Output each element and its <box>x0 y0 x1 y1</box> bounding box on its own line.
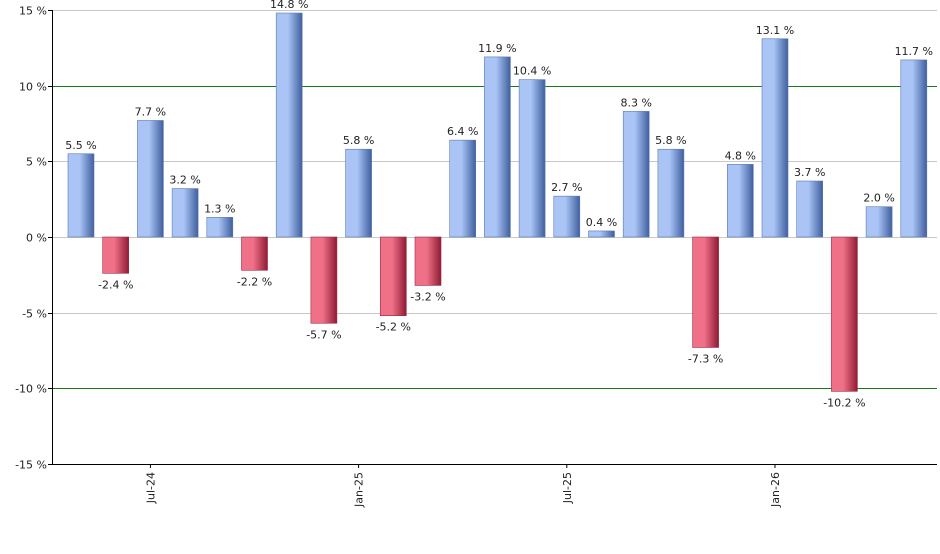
x-tick-label: Jul-25 <box>561 472 574 504</box>
bar-value-label: 2.0 % <box>863 192 894 205</box>
bar <box>900 59 928 238</box>
bar <box>484 56 511 238</box>
bar <box>657 148 685 238</box>
bar-value-label: 0.4 % <box>586 216 617 229</box>
bar <box>414 236 442 286</box>
bar <box>588 230 615 238</box>
bar-value-label: 6.4 % <box>447 125 478 138</box>
bars <box>67 12 928 392</box>
bar <box>692 236 719 348</box>
bar <box>449 139 477 238</box>
bar-value-label: -7.3 % <box>688 352 723 365</box>
y-tick-label: 5 % <box>26 156 47 169</box>
bar-value-label: 3.2 % <box>169 174 200 187</box>
bar-value-label: 2.7 % <box>551 181 582 194</box>
bar-value-label: 5.5 % <box>65 139 96 152</box>
y-tick-label: 15 % <box>19 5 47 18</box>
bar <box>345 148 372 238</box>
data-labels: 5.5 % -2.4 % 7.7 % 3.2 % 1.3 % -2.2 % 14.8 % -5… <box>65 0 933 409</box>
bar-value-label: -5.7 % <box>306 328 341 341</box>
bar <box>553 195 581 238</box>
bar-value-label: 5.8 % <box>343 134 374 147</box>
bar <box>796 180 824 238</box>
bar-value-label: 11.9 % <box>478 42 516 55</box>
y-tick-label: -5 % <box>22 308 47 321</box>
bar <box>831 236 858 392</box>
bar <box>379 236 407 316</box>
bar <box>241 236 268 271</box>
bar <box>761 38 789 238</box>
bar <box>137 120 164 238</box>
bar <box>518 79 546 238</box>
bar-value-label: 14.8 % <box>270 0 308 11</box>
y-tick-label: -10 % <box>15 383 47 396</box>
bar <box>275 12 303 238</box>
x-tick-label: Jan-25 <box>353 472 366 508</box>
x-tick-label: Jul-24 <box>144 472 157 504</box>
bar <box>102 236 129 274</box>
bar-value-label: -2.4 % <box>98 278 133 291</box>
bar-value-label: 1.3 % <box>204 202 235 215</box>
bar-value-label: -10.2 % <box>823 396 865 409</box>
bar-value-label: 5.8 % <box>655 134 686 147</box>
bar-value-label: 11.7 % <box>895 45 933 58</box>
bar <box>622 111 650 238</box>
bar <box>865 206 893 238</box>
bar <box>67 153 95 238</box>
bar-value-label: 13.1 % <box>756 24 794 37</box>
bar-value-label: -5.2 % <box>376 321 411 334</box>
bar-value-label: 7.7 % <box>135 105 166 118</box>
bar-value-label: 4.8 % <box>725 149 756 162</box>
bar <box>310 236 338 324</box>
bar-value-label: 8.3 % <box>620 96 651 109</box>
bar-value-label: -3.2 % <box>410 290 445 303</box>
bar <box>726 164 754 238</box>
bar-value-label: -2.2 % <box>237 275 272 288</box>
y-tick-label: 0 % <box>26 232 47 245</box>
axes: 15 % 10 % 5 % 0 % -5 % -10 % -15 % Jul-24 Jan-25… <box>15 5 937 508</box>
bar <box>206 217 234 238</box>
bar-value-label: 10.4 % <box>513 65 551 78</box>
x-tick-label: Jan-26 <box>769 472 782 508</box>
bar <box>171 188 199 238</box>
y-tick-label: -15 % <box>15 459 47 472</box>
bar-value-label: 3.7 % <box>794 166 825 179</box>
y-tick-label: 10 % <box>19 81 47 94</box>
